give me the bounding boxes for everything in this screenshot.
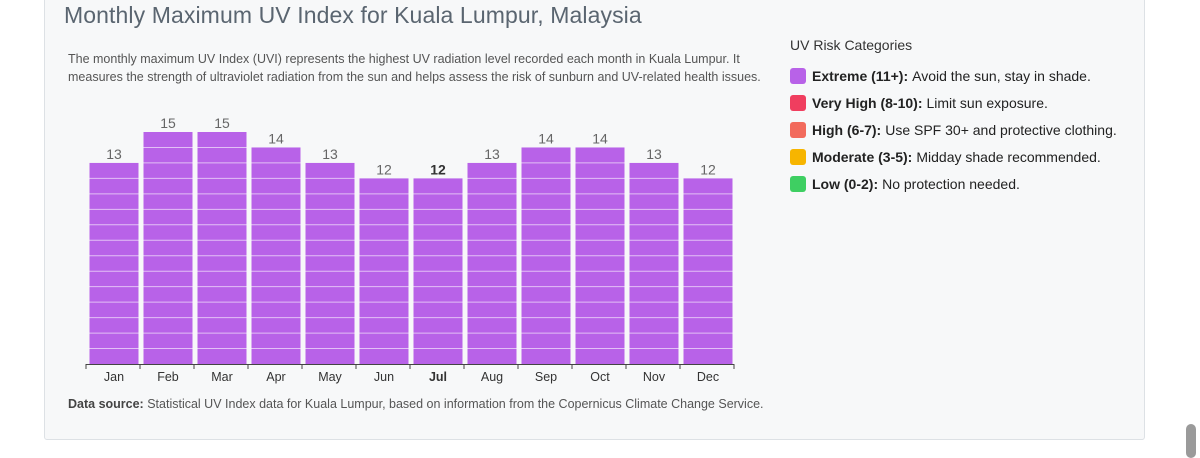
value-label-apr: 14 [268, 130, 284, 146]
legend-item-extreme: Extreme (11+): Avoid the sun, stay in sh… [790, 67, 1117, 85]
value-label-may: 13 [322, 146, 338, 162]
legend-item-high: High (6-7): Use SPF 30+ and protective c… [790, 121, 1117, 139]
bar-jan [89, 162, 139, 364]
legend-text-low: No protection needed. [882, 176, 1020, 192]
data-source-label: Data source: [68, 397, 144, 411]
data-source-text: Statistical UV Index data for Kuala Lump… [147, 397, 764, 411]
legend-label-extreme: Extreme (11+): [812, 68, 909, 84]
page-scrollbar[interactable] [1186, 424, 1196, 458]
legend-label-high: High (6-7): [812, 122, 882, 138]
data-source-note: Data source: Statistical UV Index data f… [68, 397, 764, 411]
legend-label-low: Low (0-2): [812, 176, 879, 192]
bar-mar [197, 132, 247, 364]
x-tick-label-nov: Nov [643, 370, 666, 384]
legend-title: UV Risk Categories [790, 37, 913, 53]
x-tick-label-dec: Dec [697, 370, 719, 384]
legend-swatch-high [790, 122, 806, 138]
x-tick-label-mar: Mar [211, 370, 233, 384]
value-label-dec: 12 [700, 161, 716, 177]
legend-swatch-low [790, 176, 806, 192]
legend-swatch-moderate [790, 149, 806, 165]
x-tick-label-sep: Sep [535, 370, 557, 384]
x-tick-label-feb: Feb [157, 370, 179, 384]
bar-nov [629, 162, 679, 364]
uv-risk-legend: UV Risk Categories Extreme (11+): Avoid … [790, 37, 1117, 202]
value-label-nov: 13 [646, 146, 662, 162]
x-tick-label-apr: Apr [266, 370, 285, 384]
legend-text-high: Use SPF 30+ and protective clothing. [885, 122, 1117, 138]
page-title: Monthly Maximum UV Index for Kuala Lumpu… [64, 2, 642, 28]
x-tick-label-jan: Jan [104, 370, 124, 384]
legend-text-extreme: Avoid the sun, stay in shade. [912, 68, 1091, 84]
bar-aug [467, 162, 517, 364]
x-tick-label-aug: Aug [481, 370, 503, 384]
legend-swatch-very-high [790, 95, 806, 111]
legend-label-moderate: Moderate (3-5): [812, 149, 913, 165]
value-label-feb: 15 [160, 115, 176, 131]
value-label-sep: 14 [538, 130, 554, 146]
value-label-oct: 14 [592, 130, 608, 146]
x-tick-label-jul: Jul [429, 370, 447, 384]
legend-label-very-high: Very High (8-10): [812, 95, 923, 111]
x-tick-label-jun: Jun [374, 370, 394, 384]
legend-text-very-high: Limit sun exposure. [926, 95, 1048, 111]
value-label-jun: 12 [376, 161, 392, 177]
legend-item-moderate: Moderate (3-5): Midday shade recommended… [790, 148, 1117, 166]
chart-description: The monthly maximum UV Index (UVI) repre… [68, 52, 761, 84]
legend-item-low: Low (0-2): No protection needed. [790, 175, 1117, 193]
bar-may [305, 162, 355, 364]
legend-item-very-high: Very High (8-10): Limit sun exposure. [790, 94, 1117, 112]
legend-swatch-extreme [790, 68, 806, 84]
legend-text-moderate: Midday shade recommended. [916, 149, 1101, 165]
value-label-jan: 13 [106, 146, 122, 162]
bar-feb [143, 132, 193, 364]
value-label-aug: 13 [484, 146, 500, 162]
x-tick-label-oct: Oct [590, 370, 610, 384]
value-label-jul: 12 [430, 161, 446, 177]
x-tick-label-may: May [318, 370, 342, 384]
value-label-mar: 15 [214, 115, 230, 131]
uv-bar-chart: 13 Jan 15 Feb 15 Mar 14 Apr 13 May 12 Jun 12 Jul 13 Aug… [85, 115, 735, 384]
